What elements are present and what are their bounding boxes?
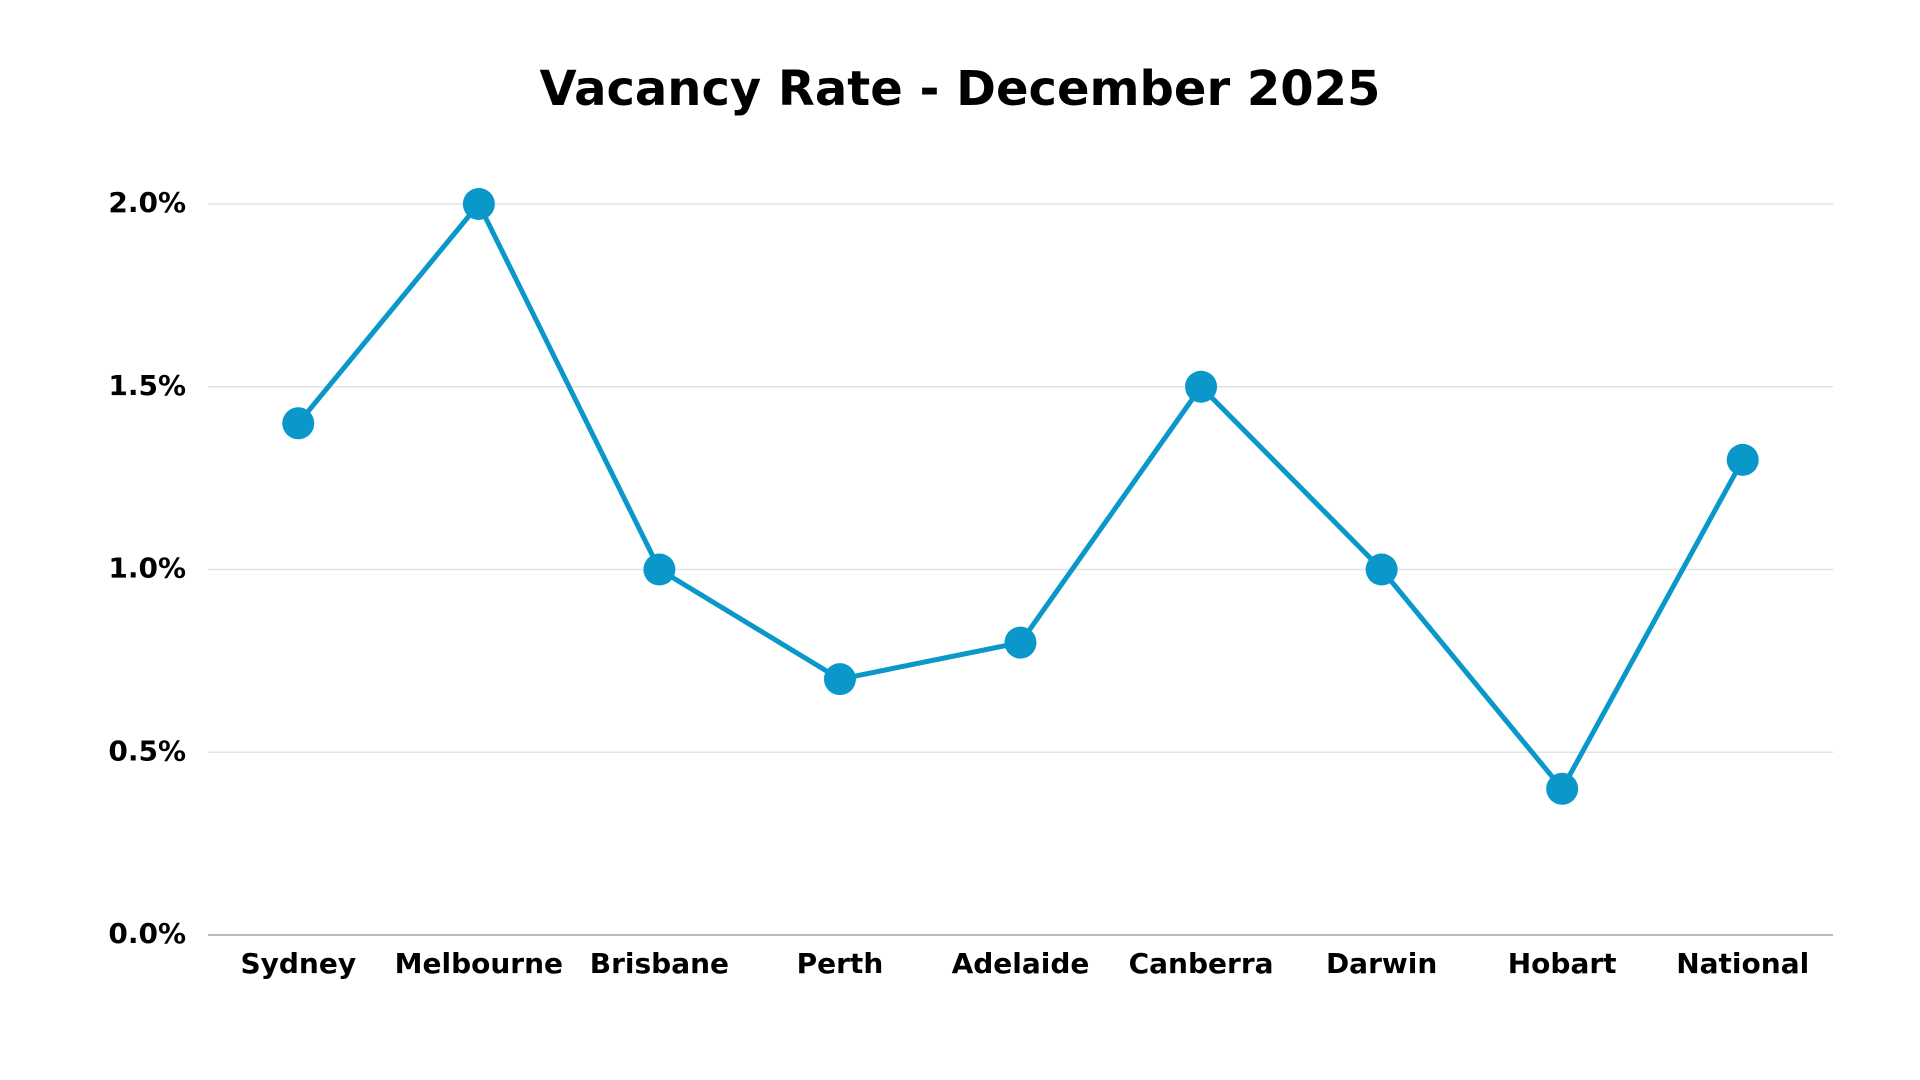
data-point: [1185, 370, 1218, 403]
data-point: [1365, 553, 1398, 586]
x-tick-label: Canberra: [1129, 947, 1274, 980]
y-tick-label: 0.5%: [108, 734, 186, 767]
x-tick-label: Darwin: [1326, 947, 1437, 980]
data-point: [282, 407, 315, 440]
x-tick-label: Hobart: [1508, 947, 1617, 980]
x-tick-label: Melbourne: [395, 947, 563, 980]
data-point: [823, 663, 856, 696]
y-tick-label: 0.0%: [108, 917, 186, 950]
y-tick-label: 2.0%: [108, 186, 186, 219]
y-tick-label: 1.0%: [108, 552, 186, 585]
data-point: [1726, 443, 1759, 476]
chart-title: Vacancy Rate - December 2025: [540, 61, 1381, 117]
x-tick-label: Perth: [797, 947, 884, 980]
y-tick-label: 1.5%: [108, 369, 186, 402]
x-tick-label: Sydney: [240, 947, 356, 980]
x-tick-label: Adelaide: [952, 947, 1090, 980]
x-tick-label: Brisbane: [590, 947, 729, 980]
x-tick-label: National: [1676, 947, 1809, 980]
data-point: [1546, 772, 1579, 805]
data-point: [1004, 626, 1037, 659]
data-point: [643, 553, 676, 586]
data-point: [462, 188, 495, 220]
